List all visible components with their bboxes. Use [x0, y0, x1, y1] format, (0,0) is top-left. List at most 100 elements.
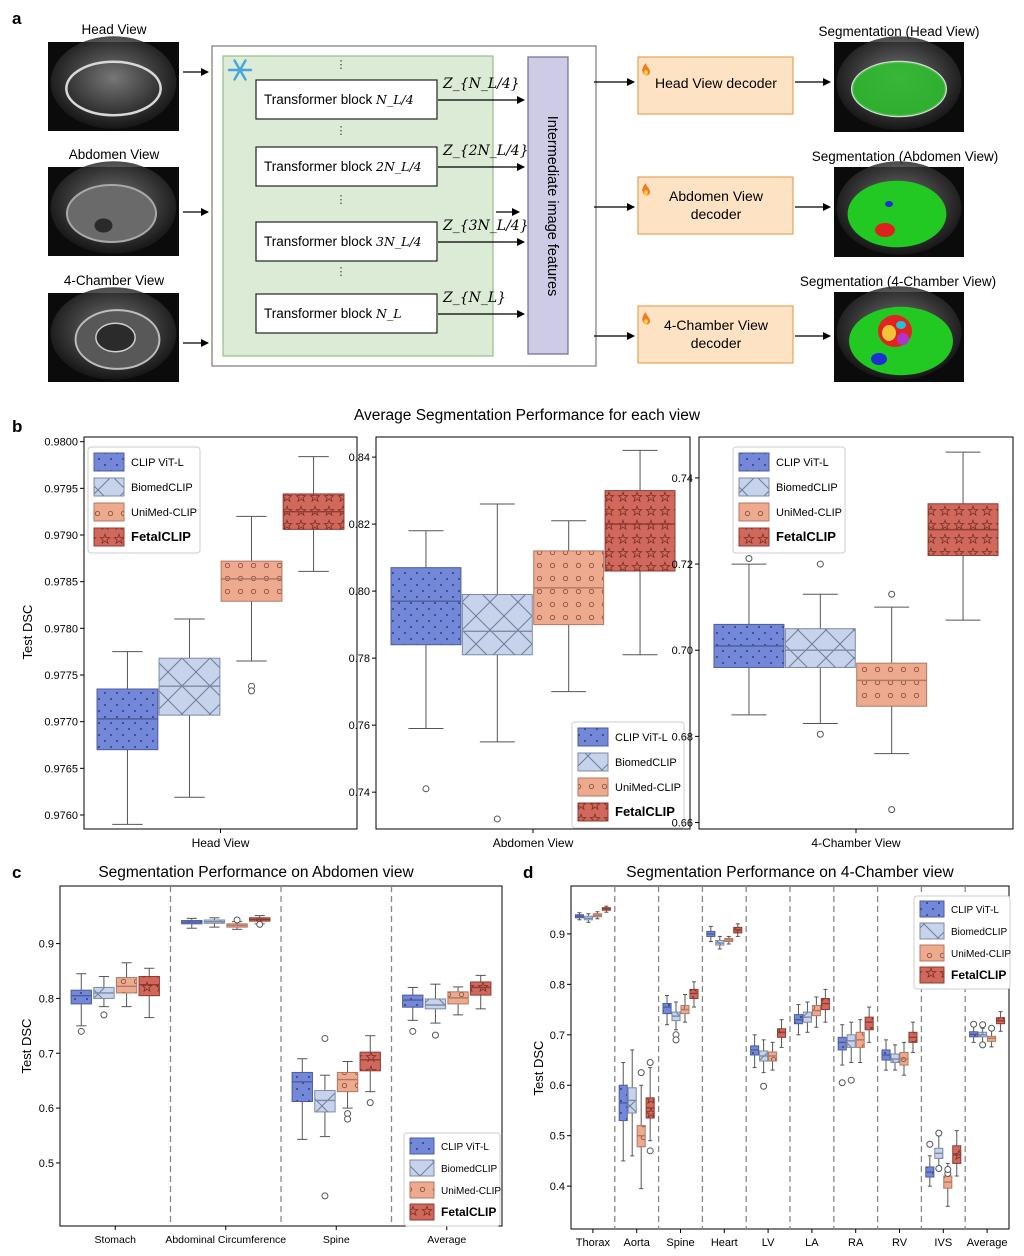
heart-outline	[95, 322, 136, 353]
ultrasound-fan	[50, 36, 177, 129]
box-fetal	[777, 1019, 787, 1048]
block-depth-math: 3N_L/4	[376, 234, 422, 249]
box-iqr	[402, 994, 424, 1008]
box-iqr	[662, 1003, 672, 1015]
legend-swatch-clip	[738, 452, 770, 472]
box-fetal	[645, 1059, 655, 1155]
latent-z-label: Z_{2N_L/4}	[442, 143, 529, 159]
group-2: Spine	[280, 886, 381, 1246]
decoder-label: decoder	[691, 206, 742, 222]
x-tick-label: Aorta	[624, 1237, 651, 1249]
subplot-2: 0.66 0.68 0.70 0.72 0.74 4-Chamber View CLIP V…	[672, 436, 1014, 850]
group-1: Abdominal Circumference	[165, 886, 286, 1246]
group-5: LA	[789, 886, 830, 1249]
abdomen-outline	[65, 184, 158, 243]
panel-letter-d: d	[523, 863, 533, 882]
y-axis-label: Test DSC	[531, 1041, 546, 1096]
group-1: Aorta	[614, 886, 655, 1249]
latent-z-label: Z_{N_L}	[442, 290, 506, 306]
panel-letter-c: c	[12, 863, 21, 882]
y-tick-label: 0.9785	[44, 577, 78, 589]
box-clip	[713, 554, 785, 716]
seg-spine-mask	[871, 353, 887, 365]
legend-label-unimed: UniMed-CLIP	[441, 1186, 501, 1197]
legend-label-fetal: FetalCLIP	[951, 968, 1006, 982]
segmentation-output-image	[834, 36, 964, 132]
y-tick-label: 0.4	[550, 1181, 565, 1193]
box-biomed	[784, 560, 856, 738]
y-tick-label: 0.8	[39, 993, 54, 1005]
outlier-point	[77, 1027, 85, 1035]
box-biomed	[627, 1049, 637, 1157]
y-tick-label: 0.9790	[44, 530, 78, 542]
legend: CLIP ViT-L BiomedCLIP UniMed-CLIP FetalCLIP	[87, 446, 201, 554]
x-tick-label: Abdomen View	[493, 836, 574, 850]
box-unimed	[724, 935, 734, 945]
y-tick-label: 0.68	[672, 731, 693, 743]
outlier-point	[646, 1059, 654, 1067]
view-decoder	[637, 56, 794, 115]
legend-swatch-biomed	[919, 922, 945, 940]
box-biomed	[890, 1044, 900, 1071]
legend-swatch-fetal	[919, 966, 945, 984]
legend-swatch-clip	[919, 900, 945, 918]
subplot-1: 0.74 0.76 0.78 0.80 0.82 0.84 Abdomen View CLIP…	[349, 436, 691, 850]
box-clip	[181, 917, 203, 929]
legend-label-fetal: FetalCLIP	[615, 804, 675, 819]
x-tick-label: Average	[427, 1234, 466, 1246]
outlier-point	[637, 1069, 645, 1077]
y-tick-label: 0.9	[39, 939, 54, 951]
box-unimed	[899, 1041, 909, 1076]
outlier-point	[888, 590, 896, 598]
x-tick-label: Heart	[711, 1237, 738, 1249]
legend-label-fetal: FetalCLIP	[441, 1205, 496, 1219]
box-fetal	[604, 449, 676, 656]
legend-label-biomed: BiomedCLIP	[951, 927, 1007, 938]
intermediate-features-box	[527, 56, 569, 355]
flame-core	[644, 190, 648, 195]
panel-d-chart: Segmentation Performance on 4-Chamber vi…	[531, 864, 1011, 1249]
outlier-point	[935, 1164, 943, 1172]
box-biomed	[203, 917, 226, 928]
legend-swatch-biomed	[93, 477, 125, 497]
box-iqr	[470, 981, 492, 996]
x-tick-label: Average	[967, 1237, 1008, 1249]
box-fetal	[733, 923, 743, 937]
outlier-point	[493, 815, 501, 823]
view-decoder	[637, 176, 794, 235]
box-biomed	[934, 1129, 944, 1172]
ellipsis-dots: ⋮	[336, 125, 347, 137]
decoder-label: Head View decoder	[655, 75, 777, 91]
box-iqr	[784, 628, 856, 668]
input-view-title: Abdomen View	[69, 147, 160, 162]
legend-label-clip: CLIP ViT-L	[131, 457, 184, 469]
box-clip	[662, 994, 672, 1026]
legend-swatch-unimed	[409, 1181, 435, 1199]
box-unimed	[636, 1069, 646, 1190]
box-iqr	[777, 1028, 787, 1038]
box-unimed	[220, 515, 283, 695]
outlier-point	[646, 1147, 654, 1155]
legend-label-clip: CLIP ViT-L	[615, 732, 668, 744]
legend-frame	[732, 446, 846, 554]
legend-label-biomed: BiomedCLIP	[131, 482, 193, 494]
outlier-point	[344, 1115, 352, 1123]
x-tick-label: LV	[762, 1237, 775, 1249]
legend-swatch-fetal	[409, 1203, 435, 1221]
group-7: RV	[876, 886, 918, 1249]
box-biomed	[978, 1021, 988, 1049]
y-tick-label: 0.74	[672, 473, 693, 485]
outlier-point	[988, 1024, 996, 1032]
decoder-label: decoder	[691, 335, 742, 351]
box-clip	[750, 1034, 760, 1069]
box-unimed	[336, 1060, 359, 1123]
flame-core	[644, 319, 648, 324]
box-unimed	[768, 1041, 778, 1071]
latent-z-label: Z_{3N_L/4}	[442, 218, 529, 234]
legend-swatch-fetal	[577, 802, 609, 822]
outlier-point	[672, 1036, 680, 1044]
skull-outline	[65, 60, 162, 117]
snowflake-icon	[227, 59, 253, 81]
group-3: Heart	[701, 886, 743, 1249]
box-iqr	[864, 1016, 874, 1031]
